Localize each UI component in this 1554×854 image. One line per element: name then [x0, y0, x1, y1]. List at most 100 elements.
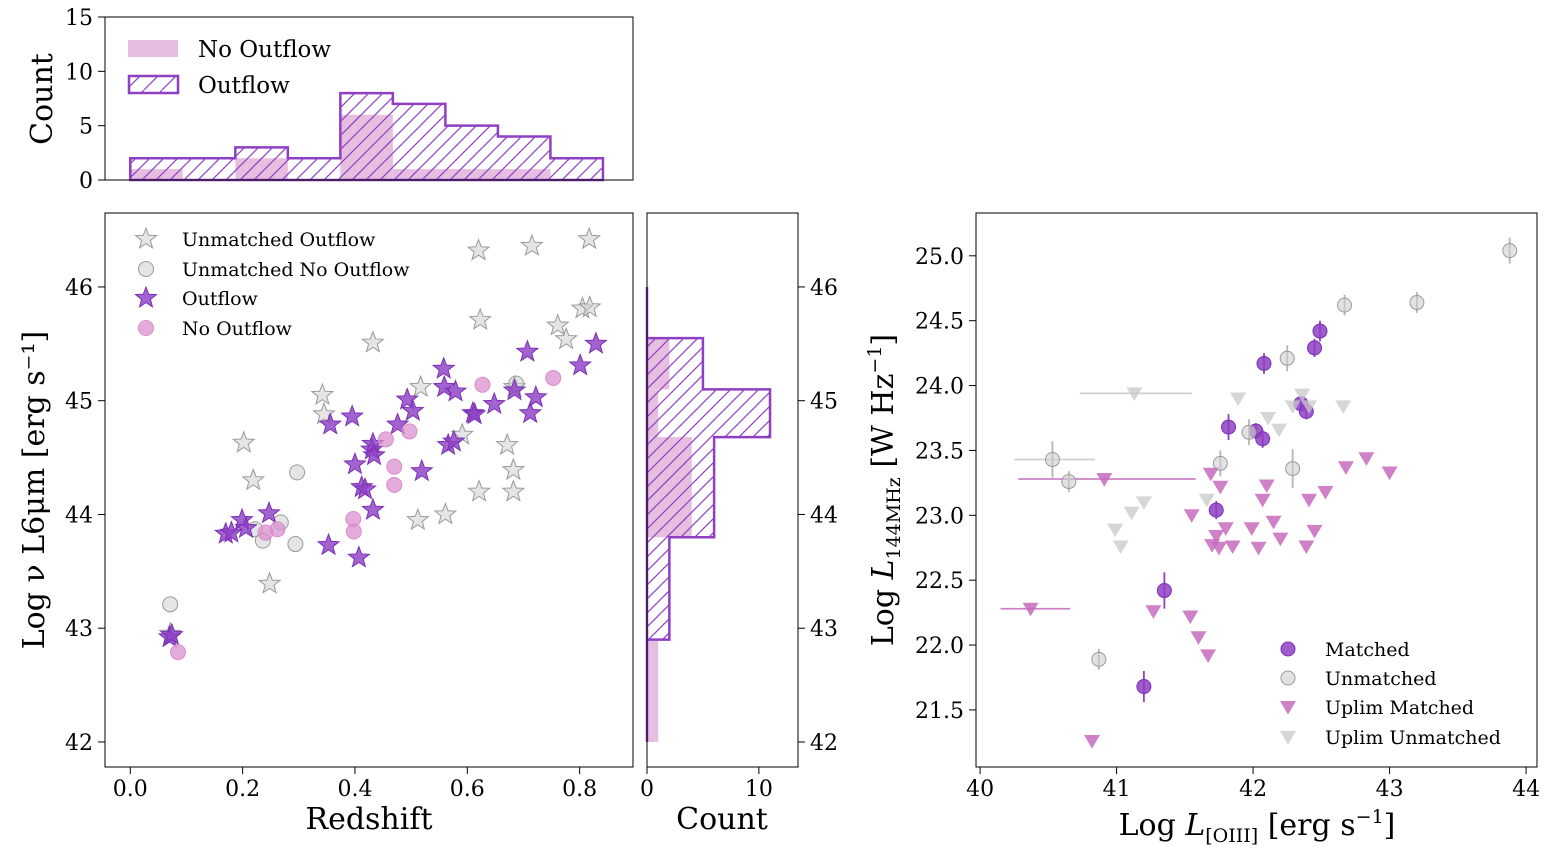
point-outflow	[584, 331, 608, 354]
point-outflow	[524, 384, 548, 408]
point-unmatched	[1241, 424, 1257, 440]
main-scatter-xtick-label: 0.0	[113, 777, 148, 802]
redshift-scatter-ylabel: Log ν L6μm [erg s⁻¹]	[17, 331, 52, 650]
right-scatter-xtick-label: 42	[1239, 777, 1267, 802]
side-histogram-xlabel: Count	[676, 802, 768, 837]
legend-label-uplim-matched: Uplim Matched	[1325, 697, 1474, 719]
point-no-outflow	[401, 423, 418, 440]
right-scatter-ytick-label: 21.5	[915, 699, 964, 724]
top-hist-ytick-label: 0	[79, 169, 93, 194]
point-outflow	[257, 500, 281, 524]
legend-label-no-outflow: No Outflow	[198, 37, 331, 63]
point-outflow	[442, 429, 466, 452]
point-unmatched	[1285, 461, 1301, 477]
point-no-outflow	[170, 644, 187, 661]
point-uplim-matched	[1208, 530, 1225, 544]
point-unmatched-outflow	[501, 457, 526, 481]
right-scatter-ytick-label: 24.0	[915, 375, 964, 400]
point-unmatched-outflow	[310, 382, 335, 406]
legend-marker-matched	[1280, 641, 1296, 657]
point-outflow	[462, 401, 487, 425]
right-scatter-ytick-label: 24.5	[915, 310, 964, 335]
point-unmatched-no-outflow	[289, 464, 306, 481]
point-uplim-unmatched	[1230, 392, 1247, 407]
point-unmatched-outflow	[501, 479, 526, 502]
point-matched	[1255, 431, 1271, 447]
side-hist-step-outflow	[645, 286, 772, 742]
point-outflow	[502, 378, 527, 401]
point-uplim-matched	[1224, 540, 1241, 555]
side-histogram-frame	[646, 212, 799, 768]
point-uplim-matched	[1210, 541, 1227, 556]
radio-oiii-scatter-frame	[975, 212, 1538, 768]
point-unmatched	[1061, 474, 1077, 490]
point-unmatched	[1279, 350, 1295, 366]
point-uplim-matched	[1145, 605, 1162, 619]
point-unmatched-outflow	[520, 233, 544, 257]
point-uplim-unmatched	[1107, 523, 1124, 538]
point-unmatched-outflow	[577, 294, 602, 318]
point-matched	[1136, 679, 1152, 695]
point-no-outflow	[269, 521, 286, 538]
point-outflow	[395, 387, 420, 410]
right-scatter-xtick-label: 40	[966, 777, 994, 802]
point-uplim-matched	[1265, 515, 1282, 530]
point-unmatched-outflow	[231, 430, 256, 453]
point-no-outflow	[474, 376, 491, 393]
point-outflow	[234, 515, 258, 539]
right-scatter-ytick-label: 22.0	[915, 634, 964, 659]
point-outflow	[160, 622, 184, 646]
point-unmatched-outflow	[406, 507, 430, 531]
legend-marker-uplim-unmatched	[1280, 731, 1296, 745]
main-scatter-xtick-label: 0.2	[225, 777, 260, 802]
side-hist-xtick-label: 0	[640, 777, 654, 802]
main-scatter-xtick-label: 0.8	[562, 777, 597, 802]
point-no-outflow	[545, 369, 562, 386]
legend-marker-unmatched	[1280, 670, 1296, 686]
point-uplim-matched	[1200, 649, 1217, 664]
main-scatter-xtick-label: 0.4	[337, 777, 372, 802]
right-scatter-ytick-label: 25.0	[915, 245, 964, 270]
right-scatter-xtick-label: 44	[1512, 777, 1540, 802]
point-unmatched	[1212, 455, 1228, 471]
point-uplim-unmatched	[1260, 411, 1277, 426]
main-scatter-ytick-label: 46	[65, 276, 93, 301]
point-uplim-matched	[1182, 610, 1199, 625]
point-uplim-matched	[1358, 452, 1375, 466]
point-matched	[1312, 323, 1328, 339]
side-hist-ytick-label: 45	[810, 390, 838, 415]
redshift-scatter-panel: 0.0 0.2 0.4 0.6 0.8 42 43 44 45 46 Redshift Log ν…	[17, 212, 634, 837]
point-unmatched-outflow	[495, 432, 519, 456]
radio-oiii-scatter-ylabel: Log L144MHz [W Hz−1]	[864, 334, 905, 646]
right-scatter-ytick-label: 23.0	[915, 504, 964, 529]
top-histogram-panel: 0 5 10 15 Count No Outflow Outflow	[25, 6, 634, 194]
point-unmatched-outflow	[468, 307, 493, 330]
point-uplim-matched	[1183, 509, 1200, 523]
point-unmatched	[1044, 452, 1060, 468]
point-outflow	[219, 520, 244, 543]
point-outflow	[400, 398, 425, 421]
point-outflow	[518, 400, 543, 424]
main-scatter-xtick-label: 0.6	[450, 777, 485, 802]
point-matched	[1208, 502, 1224, 518]
main-scatter-ytick-label: 45	[65, 390, 93, 415]
point-unmatched	[1409, 295, 1425, 311]
legend-marker-unmatched-outflow	[134, 226, 158, 250]
point-uplim-matched	[1337, 461, 1354, 475]
right-scatter-xtick-label: 43	[1376, 777, 1404, 802]
point-outflow	[316, 532, 341, 556]
legend-marker-no-outflow	[138, 320, 154, 336]
legend-swatch-outflow	[127, 74, 180, 95]
point-outflow	[343, 451, 367, 475]
point-unmatched-outflow	[312, 401, 336, 425]
legend-label-unmatched-outflow: Unmatched Outflow	[182, 229, 376, 251]
point-uplim-matched	[1317, 485, 1334, 500]
point-outflow	[353, 477, 377, 500]
point-uplim-unmatched	[1294, 388, 1311, 403]
point-uplim-unmatched	[1335, 400, 1352, 414]
point-uplim-unmatched	[1126, 387, 1143, 401]
legend-label-unmatched: Unmatched	[1325, 668, 1437, 690]
point-uplim-matched	[1250, 541, 1267, 556]
right-scatter-ytick-label: 22.5	[915, 569, 964, 594]
hist-step-outflow	[129, 91, 605, 182]
